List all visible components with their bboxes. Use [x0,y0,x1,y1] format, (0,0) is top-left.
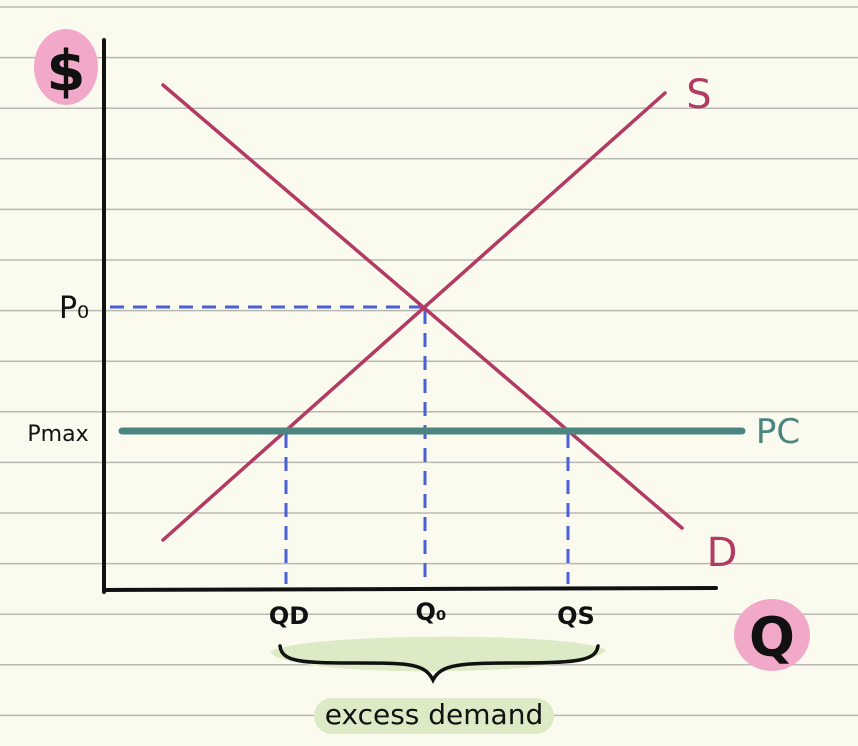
y-axis-highlight [34,29,98,105]
demand-label: D [707,530,738,576]
supply-curve [161,91,667,542]
p0-label: P₀ [59,291,89,326]
excess-demand-caption: excess demand [325,698,543,731]
brace-highlight [270,636,606,672]
q0-label: Q₀ [416,598,447,626]
supply-label: S [686,72,711,118]
x-axis [102,586,718,592]
pmax-label: Pmax [27,422,88,447]
demand-curve [161,83,684,530]
caption-highlight [314,698,554,734]
y-axis-label: $ [47,39,86,104]
excess-demand-brace [278,644,600,684]
x-axis-highlight [734,599,810,671]
qs-label: QS [557,602,595,630]
x-axis-label: Q [749,606,795,669]
guide-lines [110,305,570,584]
qd-label: QD [269,602,309,630]
price-ceiling-label: PC [756,412,800,452]
